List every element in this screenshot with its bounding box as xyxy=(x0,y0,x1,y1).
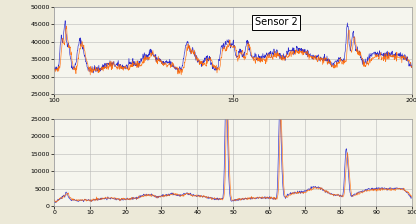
Text: Sensor 2: Sensor 2 xyxy=(255,17,297,27)
